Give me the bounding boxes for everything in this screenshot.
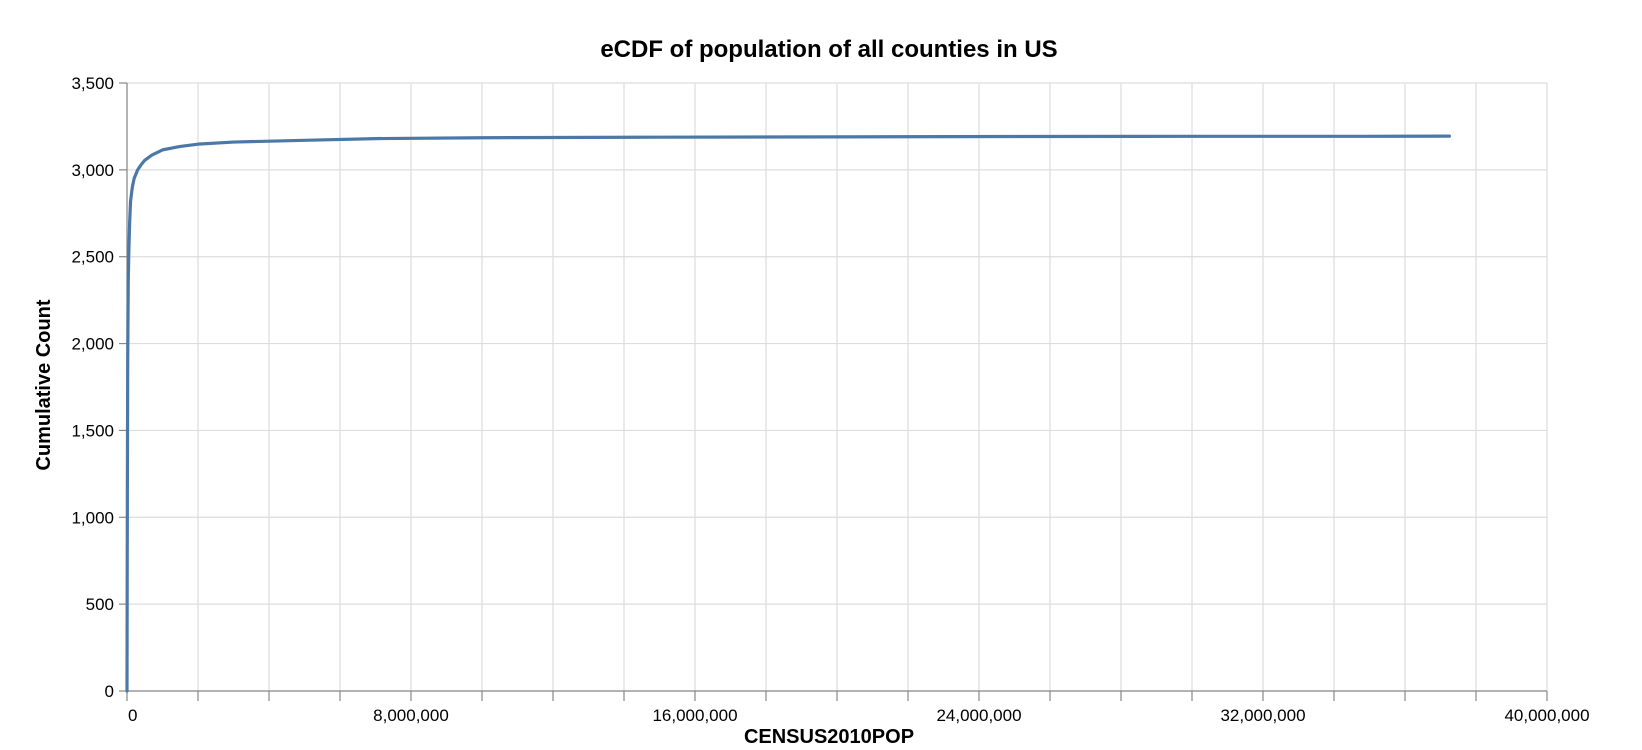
y-axis: 0 500 1,000 1,500 2,000 2,500 3,000 3,500 <box>71 74 127 701</box>
ecdf-line <box>125 134 1451 693</box>
x-tick-label: 32,000,000 <box>1220 706 1305 725</box>
x-axis: 0 8,000,000 16,000,000 24,000,000 32,000,000… <box>126 691 1590 725</box>
chart-title: eCDF of population of all counties in US <box>600 36 1057 63</box>
y-tick-label: 1,000 <box>71 508 114 527</box>
x-tick-label: 16,000,000 <box>652 706 737 725</box>
x-tick-label: 0 <box>128 706 137 725</box>
y-axis-title: Cumulative Count <box>33 299 55 470</box>
y-tick-label: 1,500 <box>71 421 114 440</box>
series-layer <box>125 134 1451 693</box>
grid-lines <box>126 82 1548 692</box>
y-tick-label: 3,000 <box>71 161 114 180</box>
y-tick-label: 2,000 <box>71 335 114 354</box>
y-tick-label: 0 <box>105 682 114 701</box>
x-tick-label: 40,000,000 <box>1504 706 1589 725</box>
y-tick-label: 500 <box>86 595 114 614</box>
x-tick-label: 8,000,000 <box>373 706 449 725</box>
y-tick-label: 2,500 <box>71 248 114 267</box>
x-tick-label: 24,000,000 <box>936 706 1021 725</box>
y-tick-label: 3,500 <box>71 74 114 93</box>
x-axis-title: CENSUS2010POP <box>744 726 914 748</box>
